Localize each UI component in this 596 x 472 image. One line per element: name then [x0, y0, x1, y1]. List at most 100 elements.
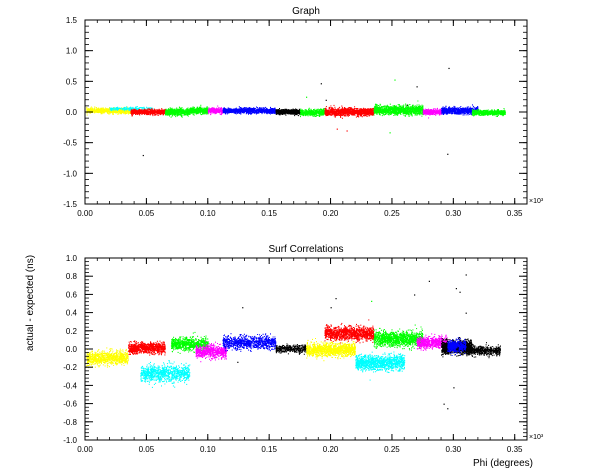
series-10-points [324, 104, 375, 119]
series-8 [275, 108, 301, 117]
series-14-points [447, 337, 467, 357]
series-2-points [128, 340, 166, 356]
x-multiplier-label: ×10³ [529, 434, 544, 441]
series-1-points [86, 347, 129, 369]
outlier-point [346, 130, 348, 132]
outlier-point [406, 104, 408, 106]
outlier-point [453, 387, 455, 389]
series-6-points [222, 333, 277, 352]
series-7 [275, 343, 307, 355]
scatter-points [86, 67, 506, 157]
y-tick-label: 0.4 [66, 309, 78, 318]
y-axis: 1.0 0.8 0.6 0.4 0.2 0.0 -0.2 -0.4 -0.6 -0.8 -1.0 [63, 254, 527, 445]
series-4-points [164, 106, 191, 118]
outlier-point [325, 99, 327, 101]
y-tick-label: 0.8 [66, 272, 78, 281]
series-3 [130, 108, 166, 117]
series-15-points [465, 342, 501, 359]
series-9 [324, 319, 375, 344]
outlier-point [416, 86, 418, 88]
series-7-points [222, 106, 277, 115]
x-tick-label: 0.25 [384, 445, 400, 454]
y-tick-label: 1.0 [66, 47, 78, 56]
outlier-point [443, 403, 445, 405]
y-tick-label: -0.6 [63, 400, 77, 409]
outlier-point [237, 361, 239, 363]
chart-title: Surf Correlations [268, 244, 343, 255]
x-tick-label: 0.10 [200, 209, 216, 218]
x-tick-label: 0.15 [261, 209, 277, 218]
y-tick-label: 0.0 [66, 108, 78, 117]
y-axis: 1.5 1.0 0.5 0.0 -0.5 -1.0 -1.5 [63, 16, 527, 209]
series-10-points [355, 351, 406, 381]
y-tick-label: -0.4 [63, 381, 77, 390]
series-4-points [170, 331, 209, 355]
outlier-point [447, 153, 449, 155]
x-tick-label: 0.20 [323, 209, 339, 218]
y-tick-label: -1.0 [63, 169, 77, 178]
series-14 [447, 337, 467, 357]
series-7-points [275, 343, 307, 355]
y-tick-label: 0.6 [66, 290, 78, 299]
x-tick-label: 0.00 [77, 209, 93, 218]
series-9-points [324, 319, 375, 344]
y-tick-label: -0.2 [63, 363, 77, 372]
series-5-points [189, 104, 209, 116]
series-1 [86, 347, 129, 369]
y-tick-label: 1.5 [66, 16, 78, 25]
series-4 [164, 106, 191, 118]
y-tick-label: 0.2 [66, 327, 78, 336]
outlier-point [320, 83, 322, 85]
x-tick-label: 0.35 [507, 445, 523, 454]
outlier-point [455, 288, 457, 290]
scatter-points [86, 274, 501, 410]
series-10 [324, 104, 375, 119]
series-10 [355, 351, 406, 381]
outlier-point [306, 96, 308, 98]
series-11 [373, 100, 424, 117]
series-12-points [422, 107, 442, 119]
outlier-point [447, 408, 449, 410]
y-tick-label: 1.0 [66, 254, 78, 263]
outlier-point [330, 307, 332, 309]
x-tick-label: 0.30 [446, 209, 462, 218]
series-3-points [140, 360, 191, 388]
series-8-points [275, 108, 301, 117]
chart-panel-1: 0.00 0.05 0.10 0.15 0.20 0.25 0.30 0.35×10³1.51… [63, 6, 544, 218]
series-12 [422, 107, 442, 119]
y-axis-label: actual - expected (ns) [25, 255, 36, 351]
series-5 [189, 104, 209, 116]
outlier-point [336, 128, 338, 130]
series-7 [222, 106, 277, 115]
outlier-point [428, 280, 430, 282]
series-3-points [130, 108, 166, 117]
series-15 [465, 342, 501, 359]
outlier-point [465, 274, 467, 276]
x-tick-label: 0.20 [323, 445, 339, 454]
series-5-points [195, 340, 228, 363]
series-11-points [373, 100, 424, 117]
series-3 [140, 360, 191, 388]
y-tick-label: -1.0 [63, 436, 77, 445]
outlier-point [335, 298, 337, 300]
y-tick-label: 0.5 [66, 77, 78, 86]
series-8-points [306, 337, 356, 362]
x-tick-label: 0.35 [507, 209, 523, 218]
x-tick-label: 0.10 [200, 445, 216, 454]
series-4 [170, 331, 209, 355]
x-axis: 0.00 0.05 0.10 0.15 0.20 0.25 0.30 0.35 ×10³ [77, 20, 544, 218]
y-tick-label: -1.5 [63, 200, 77, 209]
series-6 [222, 333, 277, 352]
y-tick-label: -0.5 [63, 139, 77, 148]
outlier-point [414, 294, 416, 296]
outlier-point [371, 300, 373, 302]
outlier-point [394, 79, 396, 81]
series-9-points [299, 107, 326, 118]
chart-title: Graph [292, 6, 320, 17]
chart-panel-2: 0.00 0.05 0.10 0.15 0.20 0.25 0.30 0.35×10³1.00… [25, 244, 544, 469]
x-tick-label: 0.00 [77, 445, 93, 454]
outlier-point [389, 132, 391, 134]
series-14 [471, 108, 506, 117]
